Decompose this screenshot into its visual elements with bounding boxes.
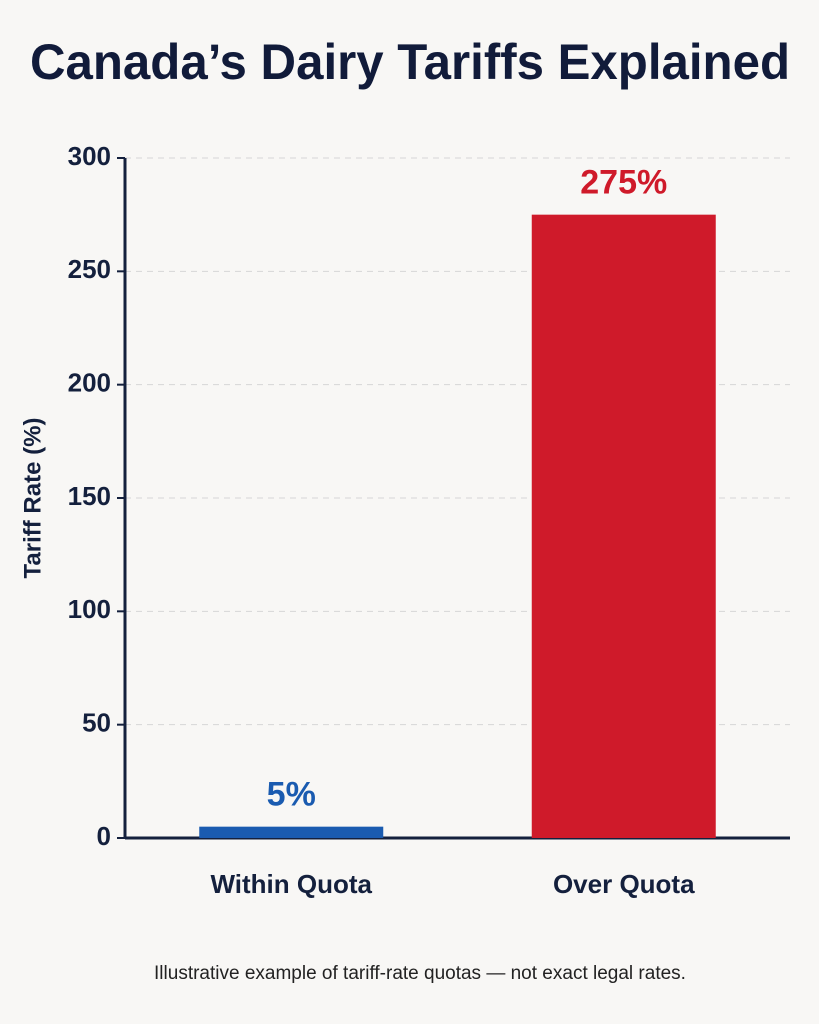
value-label: 5% (267, 776, 316, 814)
y-tick-label: 100 (68, 594, 111, 624)
bar (531, 214, 716, 838)
chart-title: Canada’s Dairy Tariffs Explained (30, 34, 790, 90)
y-axis-label: Tariff Rate (%) (19, 418, 46, 579)
x-tick-label: Within Quota (210, 869, 372, 899)
x-tick-label: Over Quota (553, 869, 695, 899)
y-tick-label: 150 (68, 481, 111, 511)
y-tick-label: 250 (68, 254, 111, 284)
y-tick-label: 50 (82, 708, 111, 738)
value-label: 275% (580, 164, 667, 202)
footnote: Illustrative example of tariff-rate quot… (154, 963, 686, 984)
bar (199, 826, 384, 838)
y-tick-label: 300 (68, 141, 111, 171)
y-tick-label: 200 (68, 368, 111, 398)
y-tick-label: 0 (97, 821, 111, 851)
